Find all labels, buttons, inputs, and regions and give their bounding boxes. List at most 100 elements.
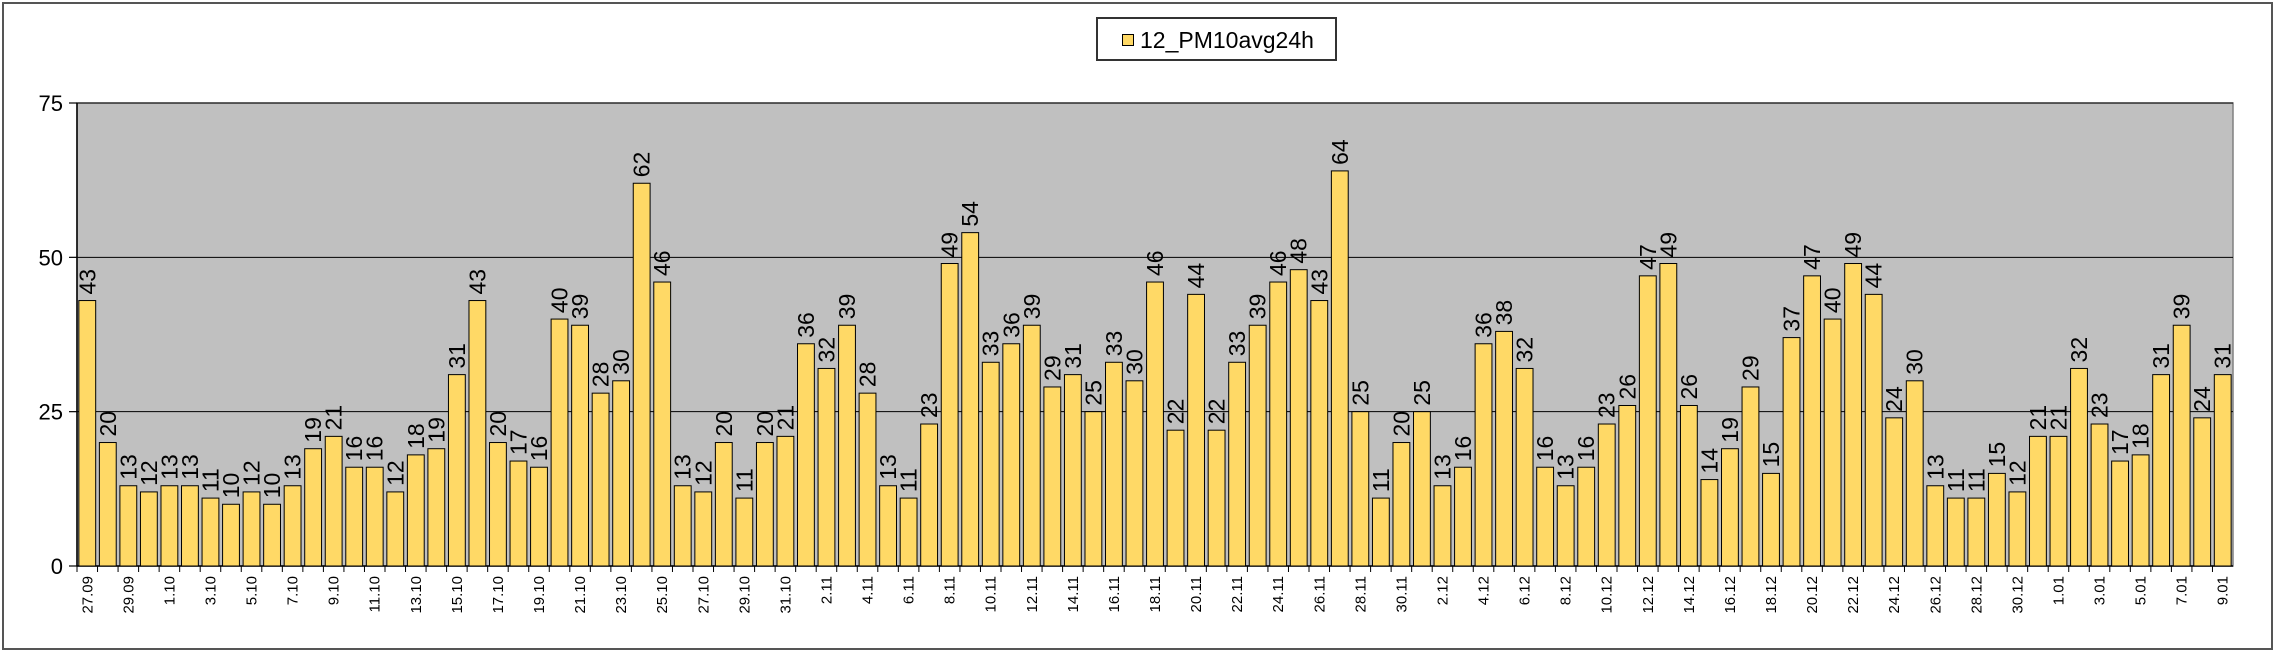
data-label: 24 [1881,386,1907,412]
bar [1289,269,1308,567]
data-label: 29 [1039,355,1065,381]
bar [1659,263,1678,567]
bar [1803,275,1821,567]
bar [899,497,918,567]
data-label: 43 [74,269,100,295]
bar [981,361,1000,567]
x-tick-label: 14.12 [1681,576,1698,614]
bar [1207,429,1226,567]
data-label: 49 [937,232,963,258]
bar [1433,485,1452,567]
data-label: 19 [300,417,326,443]
data-label: 40 [1820,287,1846,313]
data-label: 29 [1737,355,1763,381]
data-label: 11 [1943,468,1969,492]
data-label: 16 [362,436,388,462]
x-tick-label: 18.12 [1763,576,1780,614]
x-tick-label: 3.01 [2092,576,2109,605]
data-label: 20 [95,411,121,437]
data-label: 39 [1245,294,1271,320]
x-tick-label: 6.12 [1517,576,1534,605]
bar [1146,281,1164,567]
bar [2008,491,2027,567]
bar [1638,275,1657,567]
x-tick-label: 14.11 [1065,576,1082,612]
bar [612,380,631,567]
data-label: 54 [957,201,983,227]
data-label: 17 [505,429,531,455]
x-tick-label: 13.10 [408,576,425,614]
bar [304,448,323,567]
bar [1310,300,1329,567]
x-tick-label: 4.12 [1476,576,1493,605]
bar [1371,497,1390,567]
bar [1454,466,1472,567]
data-label: 12 [2004,460,2030,486]
bar [755,442,774,567]
x-tick-label: 7.10 [285,576,302,605]
x-tick-label: 24.12 [1886,576,1903,614]
data-label: 39 [567,294,593,320]
data-label: 18 [2128,423,2154,449]
data-label: 31 [1060,343,1086,369]
data-label: 46 [1265,250,1291,276]
data-label: 13 [1553,454,1579,480]
bar [222,503,240,567]
x-tick-label: 3.10 [202,576,219,605]
x-tick-label: 22.12 [1845,576,1862,614]
data-label: 36 [998,312,1024,338]
data-label: 30 [1121,349,1147,375]
legend-series-name: 12_PM10avg24h [1140,27,1314,53]
x-tick-label: 21.10 [572,576,589,614]
x-tick-label: 1.10 [161,576,178,605]
bar [591,392,610,567]
x-tick-label: 5.01 [2133,576,2150,605]
bar [1228,361,1247,567]
data-label: 25 [1080,380,1106,406]
bar [365,466,384,567]
data-label: 47 [1635,244,1661,270]
data-label: 14 [1696,448,1722,474]
x-tick-label: 31.10 [777,576,794,614]
y-tick-label: 25 [39,400,63,425]
x-tick-label: 29.10 [736,576,753,614]
bar [2029,435,2047,567]
data-label: 21 [2025,405,2051,431]
data-label: 12 [239,460,265,486]
bar [2049,435,2068,567]
x-tick-label: 26.12 [1927,576,1944,614]
data-label: 13 [1429,454,1455,480]
bar [673,485,692,567]
data-label: 20 [711,411,737,437]
data-label: 20 [485,411,511,437]
data-label: 21 [772,405,798,431]
data-label: 39 [1019,294,1045,320]
x-tick-label: 20.11 [1188,576,1205,612]
data-label: 31 [2148,343,2174,369]
data-label: 20 [1388,411,1414,437]
data-label: 44 [1183,263,1209,289]
data-label: 16 [1573,436,1599,462]
data-label: 46 [649,250,675,276]
x-tick-label: 27.10 [695,576,712,614]
bar [1844,263,1863,567]
data-label: 16 [526,436,552,462]
data-label: 11 [731,468,757,492]
data-label: 26 [1614,374,1640,400]
bar [1474,343,1493,567]
bar [201,497,220,567]
data-label: 31 [444,343,470,369]
x-tick-label: 8.12 [1558,576,1575,605]
data-label: 43 [464,269,490,295]
bar [653,281,672,567]
bar [1536,466,1555,567]
x-tick-label: 4.11 [860,576,877,604]
data-label: 16 [341,436,367,462]
bar [1248,324,1267,567]
x-tick-label: 2.11 [818,576,835,604]
bar [838,324,856,567]
data-label: 22 [1204,399,1230,425]
x-tick-label: 11.10 [367,576,384,612]
data-label: 12 [136,460,162,486]
bar [1269,281,1288,567]
